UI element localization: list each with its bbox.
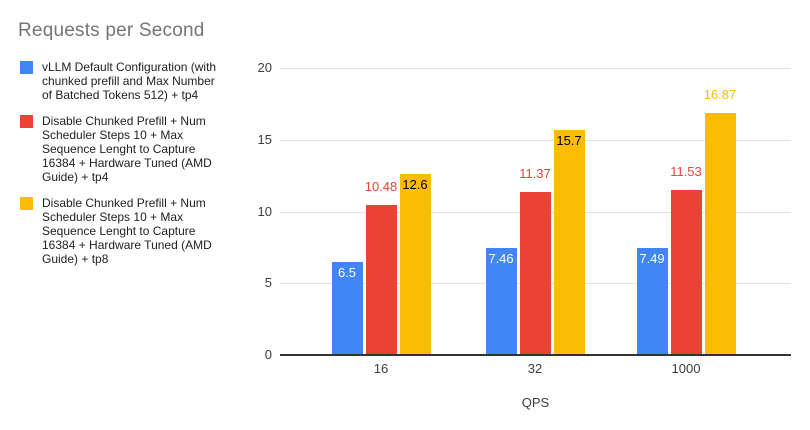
x-axis-label-1000: 1000 (671, 361, 701, 376)
legend-marker-blue (20, 61, 33, 74)
x-axis-label-32: 32 (527, 361, 543, 376)
legend-marker-red (20, 115, 33, 128)
bar-series1-1000 (636, 247, 668, 355)
bar-value-label-15.7: 15.7 (556, 132, 582, 148)
x-axis-label-16: 16 (373, 361, 389, 376)
legend-item-series-2: Disable Chunked Prefill + Num Scheduler … (20, 114, 220, 184)
x-axis-title: QPS (521, 395, 550, 410)
bar-value-label-11.37: 11.37 (519, 165, 551, 181)
x-axis-line (280, 354, 791, 356)
bar-series2-16 (365, 204, 397, 355)
bar-value-label-7.49: 7.49 (639, 250, 665, 266)
bar-value-label-6.5: 6.5 (337, 264, 357, 280)
chart-title: Requests per Second (18, 20, 205, 41)
bar-series1-16 (331, 261, 363, 355)
bar-series2-32 (519, 191, 551, 355)
bar-series2-1000 (670, 189, 702, 355)
legend-label: vLLM Default Configuration (with chunked… (42, 60, 217, 102)
y-axis-tick-0: 0 (264, 347, 272, 362)
bar-value-label-7.46: 7.46 (488, 250, 514, 266)
legend-label: Disable Chunked Prefill + Num Scheduler … (42, 196, 212, 266)
bar-value-label-16.87: 16.87 (703, 86, 737, 102)
bar-series3-1000 (704, 112, 736, 355)
legend-label: Disable Chunked Prefill + Num Scheduler … (42, 114, 212, 184)
gridline-y20 (280, 67, 791, 69)
bar-series3-32 (553, 129, 585, 355)
bar-series3-16 (399, 174, 431, 355)
y-axis-tick-20: 20 (257, 60, 272, 75)
legend-item-series-1: vLLM Default Configuration (with chunked… (20, 60, 220, 102)
bar-value-label-10.48: 10.48 (364, 178, 398, 194)
y-axis-tick-15: 15 (257, 132, 272, 147)
gridline-y15 (280, 139, 791, 141)
y-axis-tick-10: 10 (257, 204, 272, 219)
legend: vLLM Default Configuration (with chunked… (20, 60, 220, 266)
bar-value-label-12.6: 12.6 (402, 177, 428, 193)
legend-item-series-3: Disable Chunked Prefill + Num Scheduler … (20, 196, 220, 266)
y-axis-tick-5: 5 (264, 275, 272, 290)
legend-marker-yellow (20, 197, 33, 210)
bar-series1-32 (485, 247, 517, 355)
bar-value-label-11.53: 11.53 (670, 163, 702, 179)
